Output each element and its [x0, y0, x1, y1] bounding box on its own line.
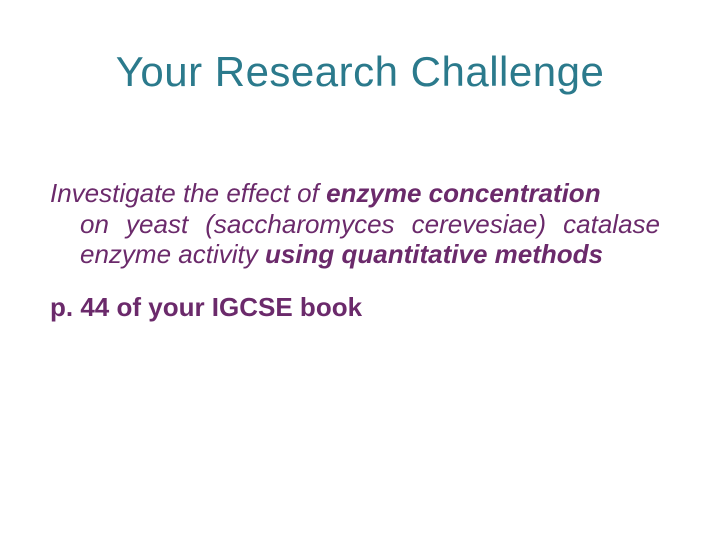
prompt-strong-2: using quantitative methods [265, 239, 603, 269]
prompt-lead: Investigate the effect of [50, 178, 326, 208]
prompt-strong-1: enzyme concentration [326, 178, 601, 208]
slide-body: Investigate the effect of enzyme concent… [50, 178, 660, 323]
slide-title: Your Research Challenge [0, 48, 720, 96]
slide: Your Research Challenge Investigate the … [0, 0, 720, 540]
research-prompt: Investigate the effect of enzyme concent… [50, 178, 660, 270]
page-reference: p. 44 of your IGCSE book [50, 292, 660, 323]
